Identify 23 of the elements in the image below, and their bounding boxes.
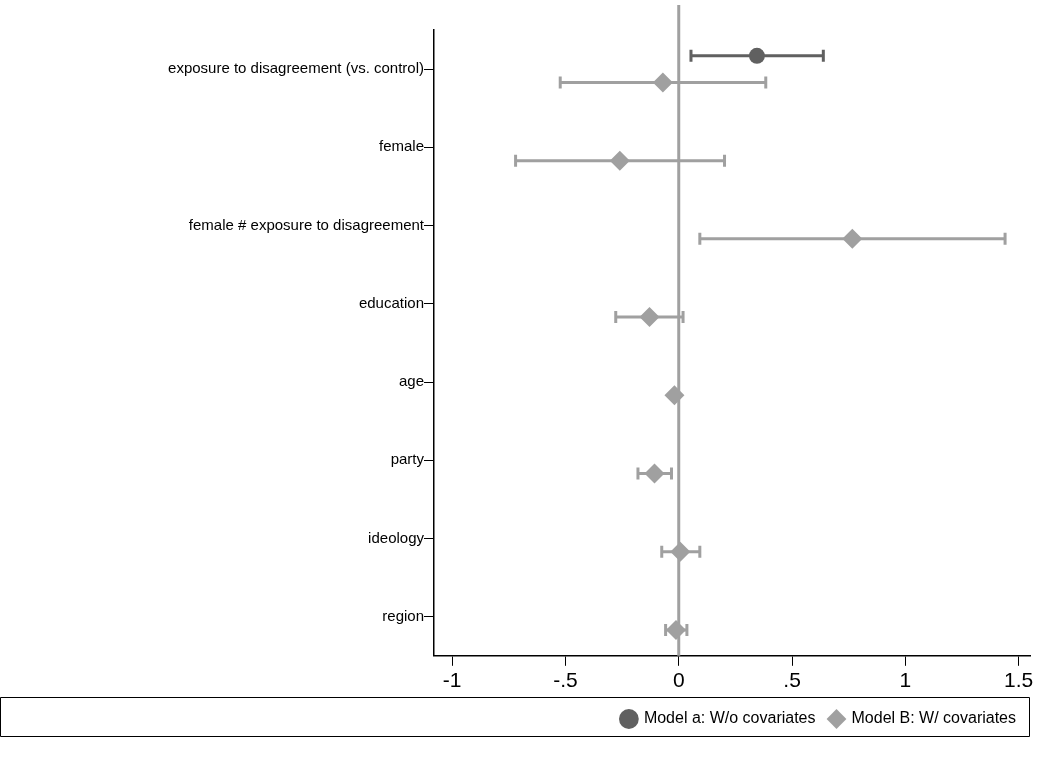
point [670, 541, 691, 562]
x-tick-label: 0 [672, 668, 685, 692]
point [664, 385, 685, 406]
point [842, 228, 863, 249]
legend-label: Model a: W/o covariates [643, 709, 816, 727]
y-tick-label: exposure to disagreement (vs. control) [168, 59, 424, 77]
y-tick-label: ideology [368, 528, 425, 546]
point [639, 307, 660, 328]
y-tick-label: party [390, 450, 425, 468]
point [609, 150, 630, 171]
point [644, 463, 665, 484]
y-tick-label: female # exposure to disagreement [188, 215, 425, 233]
legend-label: Model B: W/ covariates [851, 709, 1016, 727]
point [652, 72, 673, 93]
y-tick-label: age [398, 372, 424, 390]
y-tick-label: region [382, 606, 424, 624]
x-tick-label: -1 [442, 668, 462, 692]
x-tick-label: .5 [783, 668, 801, 692]
x-tick-label: 1.5 [1004, 668, 1034, 692]
y-tick-label: female [378, 137, 424, 155]
y-tick-label: education [358, 293, 424, 311]
x-tick-label: -.5 [553, 668, 578, 692]
x-tick-label: 1 [899, 668, 912, 692]
